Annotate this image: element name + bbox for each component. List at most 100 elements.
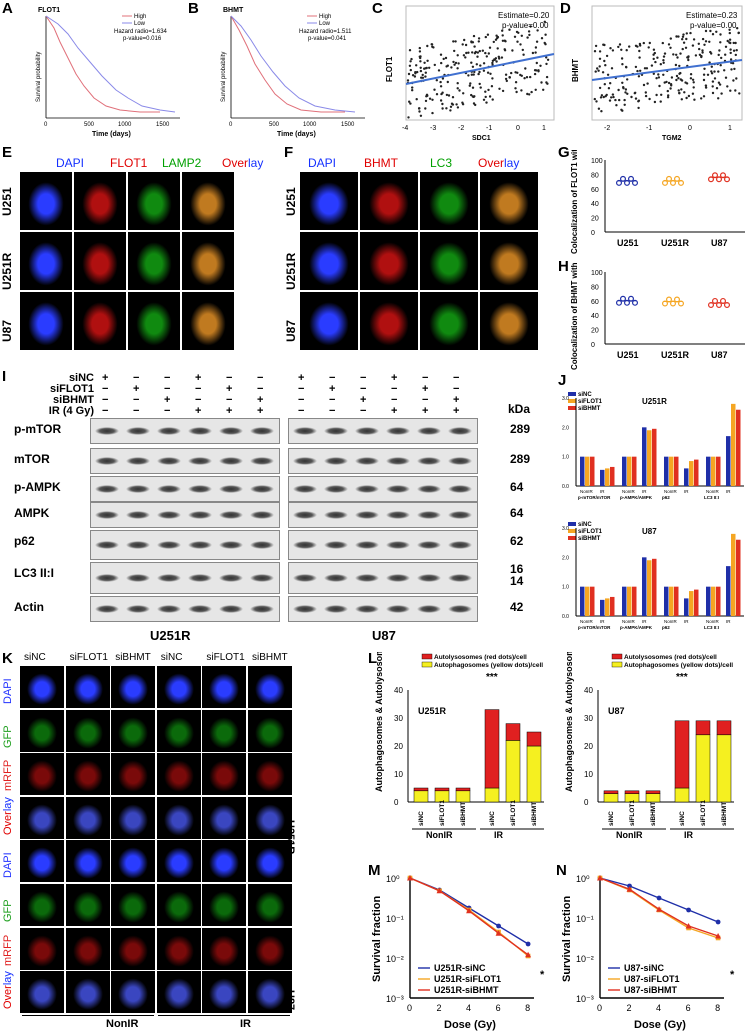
protein-label: LC3 II:I <box>14 566 55 580</box>
cell-line-u251r: U251R <box>150 628 191 643</box>
yellow-bar <box>455 790 471 803</box>
svg-text:Survival probability: Survival probability <box>221 52 227 102</box>
micrograph-tile <box>156 753 201 796</box>
y-tick: 20 <box>584 742 593 751</box>
survival-point <box>715 919 721 925</box>
scatter-point <box>681 38 684 41</box>
scatter-point <box>704 86 708 89</box>
scatter-point <box>642 41 645 45</box>
scatter-point <box>723 69 726 72</box>
protein-label: p-AMPK <box>14 480 61 494</box>
survival-line <box>409 877 529 957</box>
scatter-point <box>453 49 456 53</box>
x-tick: siNC <box>608 811 615 826</box>
legend-label: siNC <box>578 392 592 398</box>
sub-label: NonIR <box>622 619 636 624</box>
row-u87: U87 <box>0 319 14 342</box>
red-bar <box>674 720 690 789</box>
condition-sign: − <box>298 394 305 406</box>
micrograph-tile <box>248 709 292 752</box>
scatter-point <box>611 93 615 96</box>
scatter-point <box>494 38 498 41</box>
scatter-point <box>504 73 508 76</box>
condition-sign: − <box>422 394 429 406</box>
scatter-point <box>501 39 505 42</box>
scatter-point <box>634 44 638 47</box>
row-u251r: U251R <box>0 252 14 290</box>
scatter-point <box>452 40 455 43</box>
kda-value: 16 <box>510 562 524 576</box>
scatter-point <box>488 95 492 98</box>
scatter-point <box>643 67 647 70</box>
scatter-point <box>655 93 658 97</box>
scatter-point <box>710 65 713 68</box>
scatter-point <box>610 96 613 99</box>
y-tick: 100 <box>591 270 603 277</box>
yellow-bar <box>413 790 429 803</box>
x-tick: siFLOT1 <box>439 800 446 826</box>
survival-point <box>466 907 473 914</box>
scatter-point <box>639 69 642 73</box>
y-tick: 2.0 <box>562 555 569 561</box>
scatter-point <box>606 73 610 77</box>
scatter-point <box>605 93 608 97</box>
scatter-point <box>614 98 617 102</box>
scatter-point <box>734 41 737 45</box>
sub-label: IR <box>684 619 689 624</box>
y-tick: 0.0 <box>562 614 569 620</box>
scatter-point <box>477 40 480 43</box>
scatter-point <box>717 53 720 57</box>
scatter-point <box>409 60 412 63</box>
scatter-point <box>694 54 698 57</box>
scatter-point <box>510 71 513 75</box>
expression-bar <box>647 560 652 616</box>
legend-swatch <box>611 653 623 660</box>
scatter-point <box>598 65 601 68</box>
condition-sign: + <box>453 394 460 406</box>
expression-bar <box>669 586 674 616</box>
micrograph-tile <box>300 232 358 290</box>
scatter-point <box>644 91 647 94</box>
micrograph-tile <box>248 971 292 1014</box>
scatter-point <box>526 92 529 96</box>
scatter-point <box>475 63 478 66</box>
scatter-point <box>684 46 688 49</box>
scatter-point <box>656 56 659 59</box>
scatter-point <box>440 61 443 65</box>
scatter-point <box>485 55 488 58</box>
scatter-point <box>662 73 665 77</box>
micrograph-tile <box>65 709 110 752</box>
scatter-point <box>479 86 482 89</box>
scatter-point <box>652 72 655 76</box>
scatter-point <box>682 33 685 36</box>
scatter-point <box>720 56 723 60</box>
scatter-point <box>609 82 612 85</box>
kda-value: 14 <box>510 574 524 588</box>
svg-text:BHMT: BHMT <box>571 59 580 82</box>
scatter-point <box>454 61 458 65</box>
scatter-point <box>667 81 671 85</box>
scatter-point <box>533 69 537 72</box>
scatter-point <box>628 45 631 48</box>
scatter-point <box>625 49 628 52</box>
scatter-point <box>675 35 678 38</box>
svg-text:500: 500 <box>84 122 95 128</box>
y-tick: 0 <box>591 230 595 237</box>
scatter-point <box>478 49 481 53</box>
scatter-point <box>482 62 486 65</box>
svg-text:500: 500 <box>269 122 280 128</box>
k-col-label: siFLOT1 <box>69 652 108 663</box>
svg-text:Colocalization of BHMT with LC: Colocalization of BHMT with LC3 (%) <box>570 262 579 370</box>
y-tick: 20 <box>591 328 599 335</box>
scatter-point <box>426 44 429 48</box>
scatter-point <box>662 61 665 64</box>
scatter-point <box>732 79 735 82</box>
condition-sign: − <box>226 372 233 384</box>
scatter-point <box>687 94 691 98</box>
protein-label: Actin <box>14 600 44 614</box>
legend-label: U251R-siNC <box>434 963 486 973</box>
scatter-point <box>675 53 678 56</box>
scatter-point <box>471 65 475 68</box>
scatter-point <box>644 94 648 98</box>
scatter-point <box>719 33 722 36</box>
